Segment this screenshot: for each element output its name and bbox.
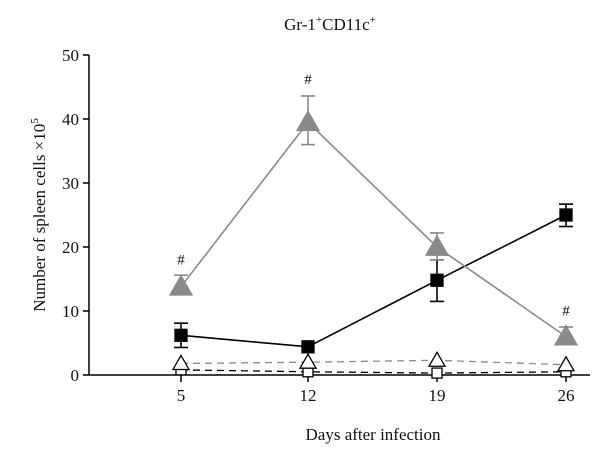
data-point bbox=[431, 367, 443, 379]
series-line bbox=[180, 359, 567, 366]
data-point bbox=[430, 273, 444, 287]
y-axis-label: Number of spleen cells ×105 bbox=[29, 118, 49, 312]
x-tick-label: 12 bbox=[300, 386, 317, 405]
series-line bbox=[180, 369, 567, 374]
series-open-triangle bbox=[171, 350, 576, 372]
chart-title: Gr-1+CD11c+ bbox=[284, 14, 376, 34]
significance-annotation: # bbox=[304, 72, 312, 88]
x-axis-label: Days after infection bbox=[306, 425, 441, 444]
x-tick-label: 26 bbox=[558, 386, 575, 405]
data-point bbox=[295, 109, 321, 132]
series-filled-triangle bbox=[168, 95, 579, 346]
series-line bbox=[180, 121, 567, 338]
data-point bbox=[174, 328, 188, 342]
data-point bbox=[559, 208, 573, 222]
data-point bbox=[556, 355, 576, 372]
significance-annotation: # bbox=[177, 252, 185, 268]
y-tick-label: 50 bbox=[62, 46, 79, 65]
y-tick-label: 10 bbox=[62, 302, 79, 321]
data-point bbox=[168, 274, 194, 296]
significance-annotation: # bbox=[562, 303, 570, 319]
y-tick-label: 40 bbox=[62, 110, 79, 129]
y-tick-label: 20 bbox=[62, 238, 79, 257]
y-tick-label: 30 bbox=[62, 174, 79, 193]
data-point bbox=[427, 350, 447, 367]
series-filled-square bbox=[174, 203, 573, 354]
data-point bbox=[424, 234, 450, 256]
series-line bbox=[180, 214, 567, 348]
data-point bbox=[553, 324, 579, 346]
x-tick-label: 19 bbox=[429, 386, 446, 405]
data-point bbox=[301, 340, 315, 354]
data-point bbox=[171, 354, 191, 371]
data-point bbox=[298, 352, 318, 369]
x-tick-label: 5 bbox=[177, 386, 186, 405]
y-tick-label: 0 bbox=[71, 366, 80, 385]
series-open-square bbox=[175, 364, 572, 379]
